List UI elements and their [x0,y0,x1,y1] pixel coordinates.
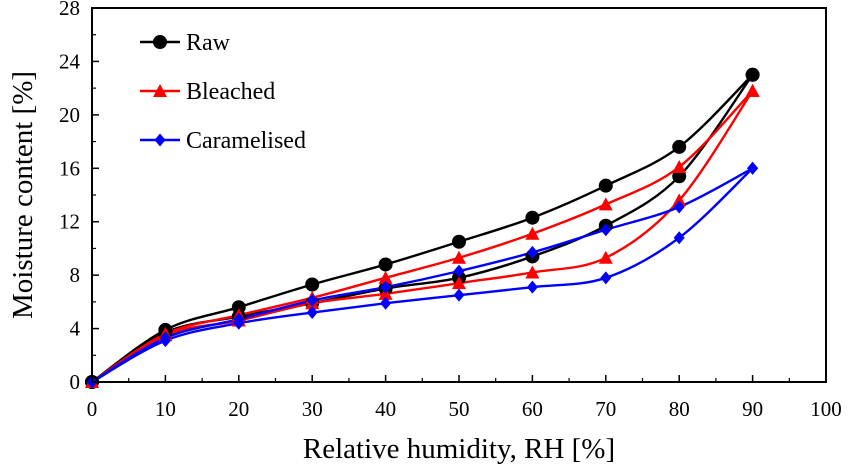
raw-desorption-point [231,300,246,315]
bleached-desorption-curve [91,89,754,384]
bleached-desorption-point [672,159,687,173]
x-tick-label: 40 [375,397,396,421]
x-tick-label: 100 [810,397,842,421]
x-tick-label: 30 [302,397,323,421]
legend-label-caramelised: Caramelised [186,128,306,154]
legend: Raw Bleached Caramelised [140,30,306,154]
raw-desorption-curve [91,73,754,383]
caramelised-desorption-point [453,264,465,278]
raw-desorption-point [378,257,393,272]
bleached-adsorption-point [452,276,466,290]
caramelised-desorption-point [600,223,612,237]
caramelised-adsorption-point [306,306,318,320]
y-tick-label: 16 [59,156,80,180]
x-tick-label: 20 [228,397,249,421]
raw-desorption-point [598,178,613,193]
raw-desorption-point [672,139,687,154]
caramelised-desorption-point [159,331,171,345]
legend-marker-caramelised [154,133,166,147]
y-tick-label: 28 [59,0,80,20]
x-tick-label: 70 [595,397,616,421]
legend-label-bleached: Bleached [186,79,275,105]
legend-marker-raw [153,35,167,49]
bleached-desorption-point [598,197,613,211]
y-tick-label: 12 [59,210,80,234]
caramelised-desorption-point [380,280,392,294]
caramelised-adsorption-point [600,271,612,285]
bleached-adsorption-point [598,250,613,264]
caramelised-adsorption-point [380,296,392,310]
bleached-desorption-point [525,226,540,240]
x-tick-label: 80 [669,397,690,421]
raw-desorption-point [452,234,466,249]
caramelised-desorption-point [306,294,318,308]
caramelised-desorption-curve [91,167,754,384]
raw-desorption-point [525,210,540,225]
caramelised-desorption-point [747,161,759,175]
caramelised-adsorption-point [453,288,465,302]
legend-label-raw: Raw [186,30,231,56]
bleached-desorption-point [452,250,466,264]
raw-desorption-point [305,277,320,292]
x-tick-label: 90 [742,397,763,421]
caramelised-desorption-point [673,200,685,214]
bleached-adsorption-point [672,193,687,207]
y-tick-label: 24 [59,49,81,73]
y-axis-ticks: 0 4 8 12 16 20 24 28 [59,0,99,394]
curves-layer [91,73,754,384]
caramelised-adsorption-point [526,280,538,294]
raw-desorption-point [745,67,760,82]
caramelised-desorption-point [526,245,538,259]
caramelised-adsorption-point [673,231,685,245]
x-tick-label: 0 [87,397,98,421]
x-axis-ticks: 0 10 20 30 40 50 60 70 80 90 100 [87,375,842,421]
caramelised-adsorption-curve [91,167,754,384]
y-tick-label: 8 [70,263,81,287]
bleached-desorption-point [378,270,393,284]
y-tick-label: 0 [70,370,81,394]
caramelised-desorption-point [233,312,245,326]
bleached-adsorption-point [525,265,540,279]
legend-marker-bleached [153,84,167,97]
y-tick-label: 20 [59,103,80,127]
y-axis-title: Moisture content [%] [7,71,39,319]
y-tick-label: 4 [70,317,81,341]
x-axis-title: Relative humidity, RH [%] [303,433,615,465]
x-tick-label: 10 [155,397,176,421]
x-tick-label: 60 [522,397,543,421]
bleached-desorption-point [745,83,760,97]
x-tick-label: 50 [449,397,470,421]
